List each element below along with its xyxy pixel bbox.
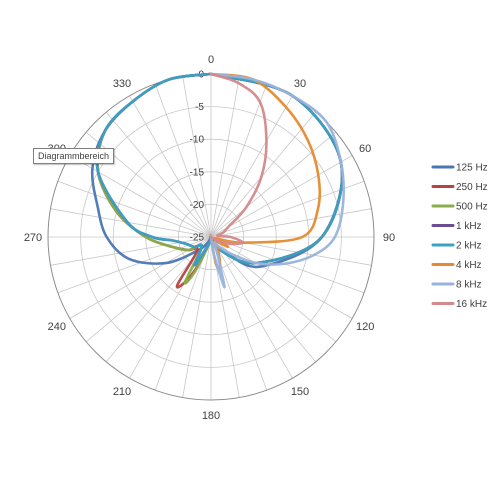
radial-tick-label: -10: [190, 135, 205, 146]
angular-gridline: [210, 236, 365, 294]
radial-gridline: [80, 106, 342, 368]
angle-label: 240: [48, 321, 66, 333]
angular-gridline: [57, 180, 212, 238]
series-line: [209, 72, 268, 246]
angular-gridline: [129, 95, 212, 238]
angular-gridline: [210, 76, 240, 238]
series-lines: [90, 72, 345, 289]
chart-area-tooltip: Diagrammbereich: [33, 148, 115, 164]
legend-label: 125 Hz: [456, 163, 488, 174]
angle-label: 90: [383, 232, 395, 244]
legend: 125 Hz 250 Hz 500 Hz 1 kHz 2 kHz 4 kHz 8 kHz 16…: [431, 163, 488, 310]
angular-gridline: [210, 236, 317, 363]
radial-tick-label: -25: [190, 233, 205, 244]
angle-label: 210: [113, 386, 131, 398]
series-line: [95, 72, 344, 267]
angle-label: 150: [291, 386, 309, 398]
radial-tick-label: -5: [195, 102, 204, 113]
radial-gridline: [177, 203, 244, 270]
angular-gridline: [210, 236, 353, 319]
angle-label: 0: [208, 54, 214, 66]
angular-gridline: [154, 236, 212, 391]
angular-gridline: [210, 95, 293, 238]
angular-gridline: [210, 236, 293, 379]
angle-label: 180: [202, 410, 220, 422]
angle-label: 60: [359, 143, 371, 155]
angular-gridline: [182, 236, 212, 398]
legend-label: 8 kHz: [456, 280, 482, 291]
angle-label: 120: [356, 321, 374, 333]
legend-label: 1 kHz: [456, 221, 482, 232]
angular-gridline: [50, 208, 212, 238]
angular-gridlines: [48, 74, 374, 400]
series-line: [209, 72, 345, 289]
legend-label: 2 kHz: [456, 241, 482, 252]
angular-gridline: [210, 180, 365, 238]
angular-gridline: [210, 208, 372, 238]
angular-gridline: [182, 76, 212, 238]
angular-gridline: [50, 236, 212, 266]
angular-gridline: [105, 111, 212, 238]
angular-gridline: [154, 83, 212, 238]
angle-label: 330: [113, 78, 131, 90]
angular-gridline: [210, 83, 268, 238]
legend-label: 16 kHz: [456, 299, 487, 310]
angular-gridline: [210, 131, 337, 238]
legend-label: 500 Hz: [456, 202, 488, 213]
angle-label: 270: [24, 232, 42, 244]
legend-label: 4 kHz: [456, 260, 482, 271]
radial-gridline: [112, 138, 310, 336]
angular-gridline: [210, 111, 317, 238]
radial-tick-label: -15: [190, 167, 205, 178]
legend-label: 250 Hz: [456, 182, 488, 193]
radial-tick-label: -20: [190, 200, 205, 211]
angle-label: 30: [294, 78, 306, 90]
angular-gridline: [57, 236, 212, 294]
angular-gridline: [210, 155, 353, 238]
